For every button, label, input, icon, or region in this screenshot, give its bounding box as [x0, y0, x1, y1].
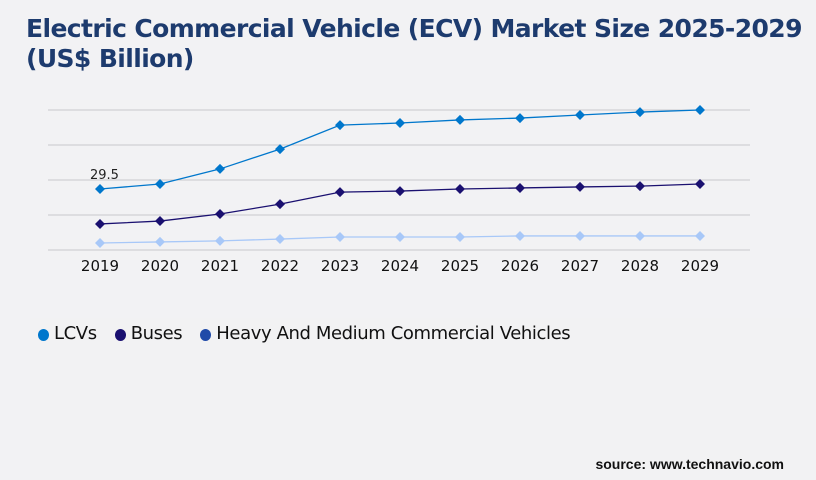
legend-panel	[30, 318, 810, 480]
data-point	[515, 113, 525, 124]
data-point	[95, 218, 105, 229]
data-point	[635, 230, 645, 241]
x-tick-label: 2019	[81, 257, 119, 275]
x-tick-label: 2027	[561, 257, 599, 275]
data-point	[695, 179, 705, 190]
data-point	[575, 109, 585, 120]
data-point	[335, 231, 345, 242]
x-tick-label: 2022	[261, 257, 299, 275]
chart-title: Electric Commercial Vehicle (ECV) Market…	[26, 14, 802, 73]
data-point	[335, 120, 345, 131]
data-point	[335, 187, 345, 198]
data-point	[515, 230, 525, 241]
legend-marker-icon	[38, 329, 49, 341]
legend-label: LCVs	[54, 323, 97, 344]
legend-item: Heavy And Medium Commercial Vehicles	[200, 323, 571, 344]
data-point	[395, 231, 405, 242]
data-label: 29.5	[90, 168, 119, 183]
data-point	[695, 230, 705, 241]
data-point	[575, 181, 585, 192]
data-point	[455, 231, 465, 242]
data-point	[635, 181, 645, 192]
data-point	[395, 118, 405, 129]
data-point	[395, 186, 405, 197]
data-point	[155, 236, 165, 247]
data-point	[215, 235, 225, 246]
data-point	[455, 183, 465, 194]
x-tick-label: 2024	[381, 257, 419, 275]
x-tick-label: 2025	[441, 257, 479, 275]
data-point	[95, 237, 105, 248]
data-point	[215, 209, 225, 220]
legend-label: Buses	[130, 323, 183, 344]
legend-marker-icon	[200, 329, 212, 341]
data-point	[155, 216, 165, 227]
x-tick-label: 2026	[501, 257, 539, 275]
line-chart: 2019 2020 2021 2022 2023 2024 2025 2026 2027 2028…	[48, 105, 750, 275]
legend-marker-icon	[114, 329, 126, 341]
data-point	[215, 163, 225, 174]
data-point	[275, 144, 285, 155]
data-point	[455, 114, 465, 125]
x-tick-label: 2028	[621, 257, 659, 275]
legend: LCVs Buses Heavy And Medium Commercial Veh…	[38, 323, 588, 344]
legend-item: LCVs	[38, 323, 97, 344]
x-tick-label: 2029	[681, 257, 719, 275]
x-tick-label: 2021	[201, 257, 239, 275]
data-point	[635, 107, 645, 118]
legend-label: Heavy And Medium Commercial Vehicles	[216, 323, 571, 344]
legend-item: Buses	[114, 323, 183, 344]
data-point	[95, 183, 105, 194]
data-point	[515, 182, 525, 193]
source-text: source: www.technavio.com	[595, 456, 784, 472]
data-point	[575, 230, 585, 241]
data-point	[695, 105, 705, 115]
x-tick-label: 2023	[321, 257, 359, 275]
data-point	[275, 234, 285, 245]
x-tick-label: 2020	[141, 257, 179, 275]
data-point	[155, 179, 165, 190]
data-point	[275, 199, 285, 210]
